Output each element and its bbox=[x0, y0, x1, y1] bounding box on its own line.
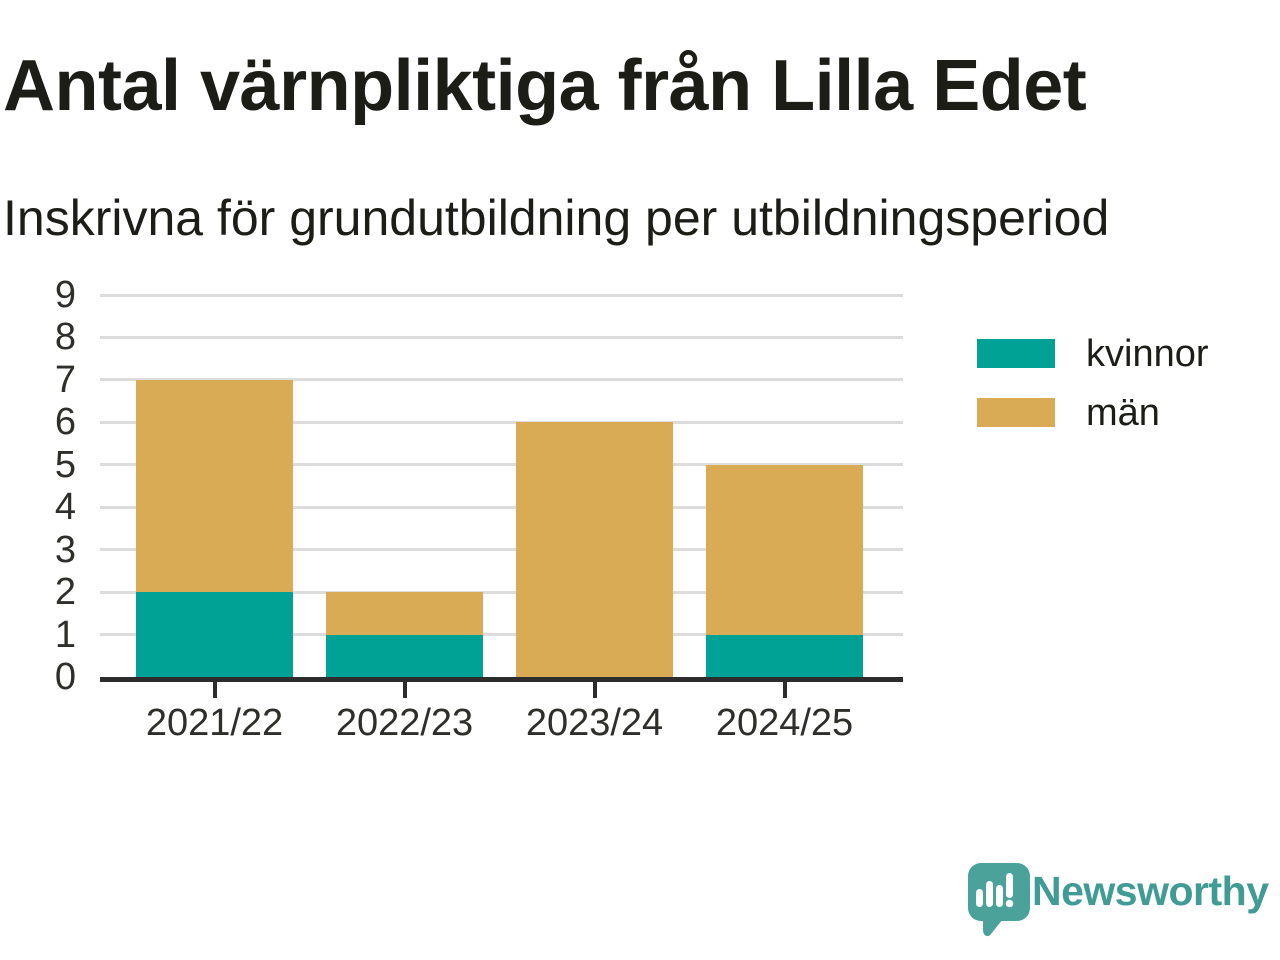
x-tick-label-2021/22: 2021/22 bbox=[145, 702, 284, 744]
x-tick-2024/25 bbox=[782, 682, 787, 698]
gridline-y-2 bbox=[100, 590, 903, 594]
bar-segment-kvinnor-2024/25 bbox=[706, 634, 863, 677]
x-tick-label-2023/24: 2023/24 bbox=[525, 702, 664, 744]
bar-segment-kvinnor-2021/22 bbox=[136, 592, 293, 677]
gridline-y-4 bbox=[100, 505, 903, 509]
newsworthy-logo: Newsworthy bbox=[963, 858, 1273, 942]
gridline-y-9 bbox=[100, 293, 903, 297]
y-tick-label-1: 1 bbox=[54, 613, 76, 656]
legend-label-kvinnor: kvinnor bbox=[1086, 332, 1209, 375]
bar-segment-män-2024/25 bbox=[706, 464, 863, 635]
y-tick-label-7: 7 bbox=[54, 358, 76, 401]
plot-area bbox=[100, 293, 903, 698]
x-axis-line bbox=[100, 677, 903, 682]
legend-item-kvinnor: kvinnor bbox=[977, 335, 1209, 373]
y-tick-label-4: 4 bbox=[54, 486, 76, 529]
y-tick-label-0: 0 bbox=[54, 656, 76, 698]
legend-swatch-kvinnor bbox=[977, 339, 1055, 368]
y-tick-label-2: 2 bbox=[54, 571, 76, 614]
chart-legend: kvinnor män bbox=[977, 335, 1209, 457]
x-tick-2021/22 bbox=[212, 682, 217, 698]
gridline-y-7 bbox=[100, 378, 903, 382]
x-tick-label-2022/23: 2022/23 bbox=[335, 702, 474, 744]
chart-title: Antal värnpliktiga från Lilla Edet bbox=[3, 46, 1087, 126]
gridline-y-1 bbox=[100, 633, 903, 637]
bar-segment-män-2022/23 bbox=[326, 592, 483, 635]
x-tick-2023/24 bbox=[592, 682, 597, 698]
gridline-y-8 bbox=[100, 335, 903, 339]
y-tick-label-9: 9 bbox=[54, 274, 76, 316]
bar-segment-män-2021/22 bbox=[136, 379, 293, 593]
y-tick-label-8: 8 bbox=[54, 316, 76, 359]
y-tick-label-5: 5 bbox=[54, 443, 76, 486]
bar-segment-kvinnor-2022/23 bbox=[326, 634, 483, 677]
x-tick-label-2024/25: 2024/25 bbox=[715, 702, 854, 744]
y-tick-label-3: 3 bbox=[54, 528, 76, 571]
chart-subtitle: Inskrivna för grundutbildning per utbild… bbox=[3, 190, 1110, 246]
legend-label-män: män bbox=[1086, 391, 1160, 434]
gridline-y-5 bbox=[100, 463, 903, 467]
gridline-y-3 bbox=[100, 548, 903, 552]
bar-segment-män-2023/24 bbox=[516, 422, 673, 677]
y-tick-label-6: 6 bbox=[54, 401, 76, 444]
newsworthy-wordmark: Newsworthy bbox=[1032, 868, 1269, 914]
x-tick-2022/23 bbox=[402, 682, 407, 698]
newsworthy-speech-bubble-chart-icon bbox=[968, 863, 1030, 937]
legend-swatch-män bbox=[977, 398, 1055, 427]
gridline-y-6 bbox=[100, 420, 903, 424]
legend-item-män: män bbox=[977, 394, 1209, 432]
